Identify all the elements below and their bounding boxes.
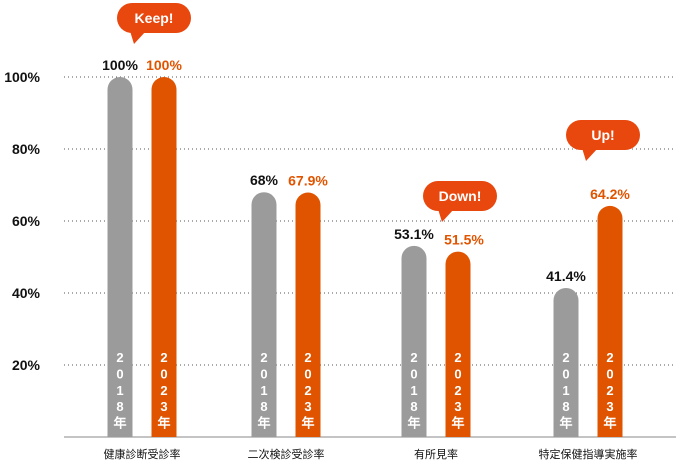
bar-year-char: 0: [116, 366, 123, 381]
bar-year-char: 年: [157, 416, 170, 431]
bar-year-char: 3: [304, 399, 311, 414]
callout-body: [566, 120, 640, 150]
value-label-2018: 68%: [250, 172, 279, 188]
callout-tail: [582, 148, 598, 161]
callout-text: Keep!: [135, 10, 174, 26]
bar-year-char: 0: [160, 366, 167, 381]
bar-year-char: 0: [410, 366, 417, 381]
callout-text: Up!: [591, 127, 614, 143]
bar-year-char: 2: [116, 350, 123, 365]
category-label: 健康診断受診率: [104, 447, 181, 461]
callout-body: [117, 3, 191, 33]
value-label-2023: 100%: [146, 57, 182, 73]
bar-year-char: 年: [257, 416, 270, 431]
bar-year-char: 3: [160, 399, 167, 414]
bar-year-char: 2: [606, 350, 613, 365]
bar-year-char: 1: [410, 383, 417, 398]
y-tick-label: 20%: [12, 357, 41, 373]
bar-year-char: 年: [301, 416, 314, 431]
callout-bubble: Keep!: [117, 3, 191, 44]
bar-year-char: 8: [562, 399, 569, 414]
bar-year-char: 0: [562, 366, 569, 381]
category-label: 二次検診受診率: [248, 447, 325, 461]
callout-bubble: Up!: [566, 120, 640, 161]
bar-year-char: 2: [160, 383, 167, 398]
bar-year-char: 3: [606, 399, 613, 414]
value-label-2023: 51.5%: [444, 232, 484, 248]
bar-year-char: 0: [304, 366, 311, 381]
bar-year-char: 2: [304, 383, 311, 398]
value-label-2018: 100%: [102, 57, 138, 73]
bar-year-char: 0: [260, 366, 267, 381]
callouts: Keep! Down! Up!: [117, 3, 640, 222]
value-label-2023: 64.2%: [590, 186, 630, 202]
bar-year-char: 2: [304, 350, 311, 365]
bar-2018-1: [251, 192, 277, 437]
callout-tail: [130, 31, 146, 44]
value-label-2018: 41.4%: [546, 268, 586, 284]
y-tick-label: 60%: [12, 213, 41, 229]
bar-year-char: 年: [113, 416, 126, 431]
bar-year-char: 0: [606, 366, 613, 381]
bar-2018-2: [401, 245, 427, 437]
y-tick-label: 80%: [12, 141, 41, 157]
value-label-2018: 53.1%: [394, 226, 434, 242]
bar-year-char: 1: [260, 383, 267, 398]
value-label-2023: 67.9%: [288, 173, 328, 189]
callout-body: [423, 181, 497, 211]
bar-2018-3: [553, 287, 579, 437]
bar-year-char: 2: [606, 383, 613, 398]
bar-year-char: 0: [454, 366, 461, 381]
bar-year-char: 2: [454, 383, 461, 398]
bar-year-char: 8: [116, 399, 123, 414]
category-labels: 健康診断受診率 二次検診受診率 有所見率 特定保健指導実施率: [104, 447, 638, 461]
callout-bubble: Down!: [423, 181, 497, 222]
bar-year-char: 3: [454, 399, 461, 414]
y-axis-tick-labels: 20% 40% 60% 80% 100%: [4, 69, 40, 373]
callout-text: Down!: [439, 188, 482, 204]
bar-2023-2: [445, 251, 471, 437]
bar-2023-0: [151, 77, 177, 437]
bar-2023-1: [295, 192, 321, 437]
bar-2023-3: [597, 205, 623, 437]
bar-year-char: 8: [410, 399, 417, 414]
bar-2018-0: [107, 77, 133, 437]
bar-year-char: 年: [407, 416, 420, 431]
y-tick-label: 40%: [12, 285, 41, 301]
category-label: 特定保健指導実施率: [539, 447, 638, 461]
bar-year-char: 8: [260, 399, 267, 414]
callout-tail: [438, 209, 454, 222]
value-labels: 100% 68% 53.1% 41.4% 100% 67.9% 51.5% 64.2%: [102, 57, 630, 284]
category-label: 有所見率: [414, 447, 458, 461]
bar-year-char: 2: [410, 350, 417, 365]
bar-year-char: 年: [603, 416, 616, 431]
bar-year-char: 2: [562, 350, 569, 365]
bar-year-char: 1: [562, 383, 569, 398]
bar-year-char: 2: [454, 350, 461, 365]
bar-year-char: 2: [260, 350, 267, 365]
bar-year-char: 1: [116, 383, 123, 398]
bar-year-char: 2: [160, 350, 167, 365]
bar-year-char: 年: [451, 416, 464, 431]
y-tick-label: 100%: [4, 69, 40, 85]
bar-year-char: 年: [559, 416, 572, 431]
